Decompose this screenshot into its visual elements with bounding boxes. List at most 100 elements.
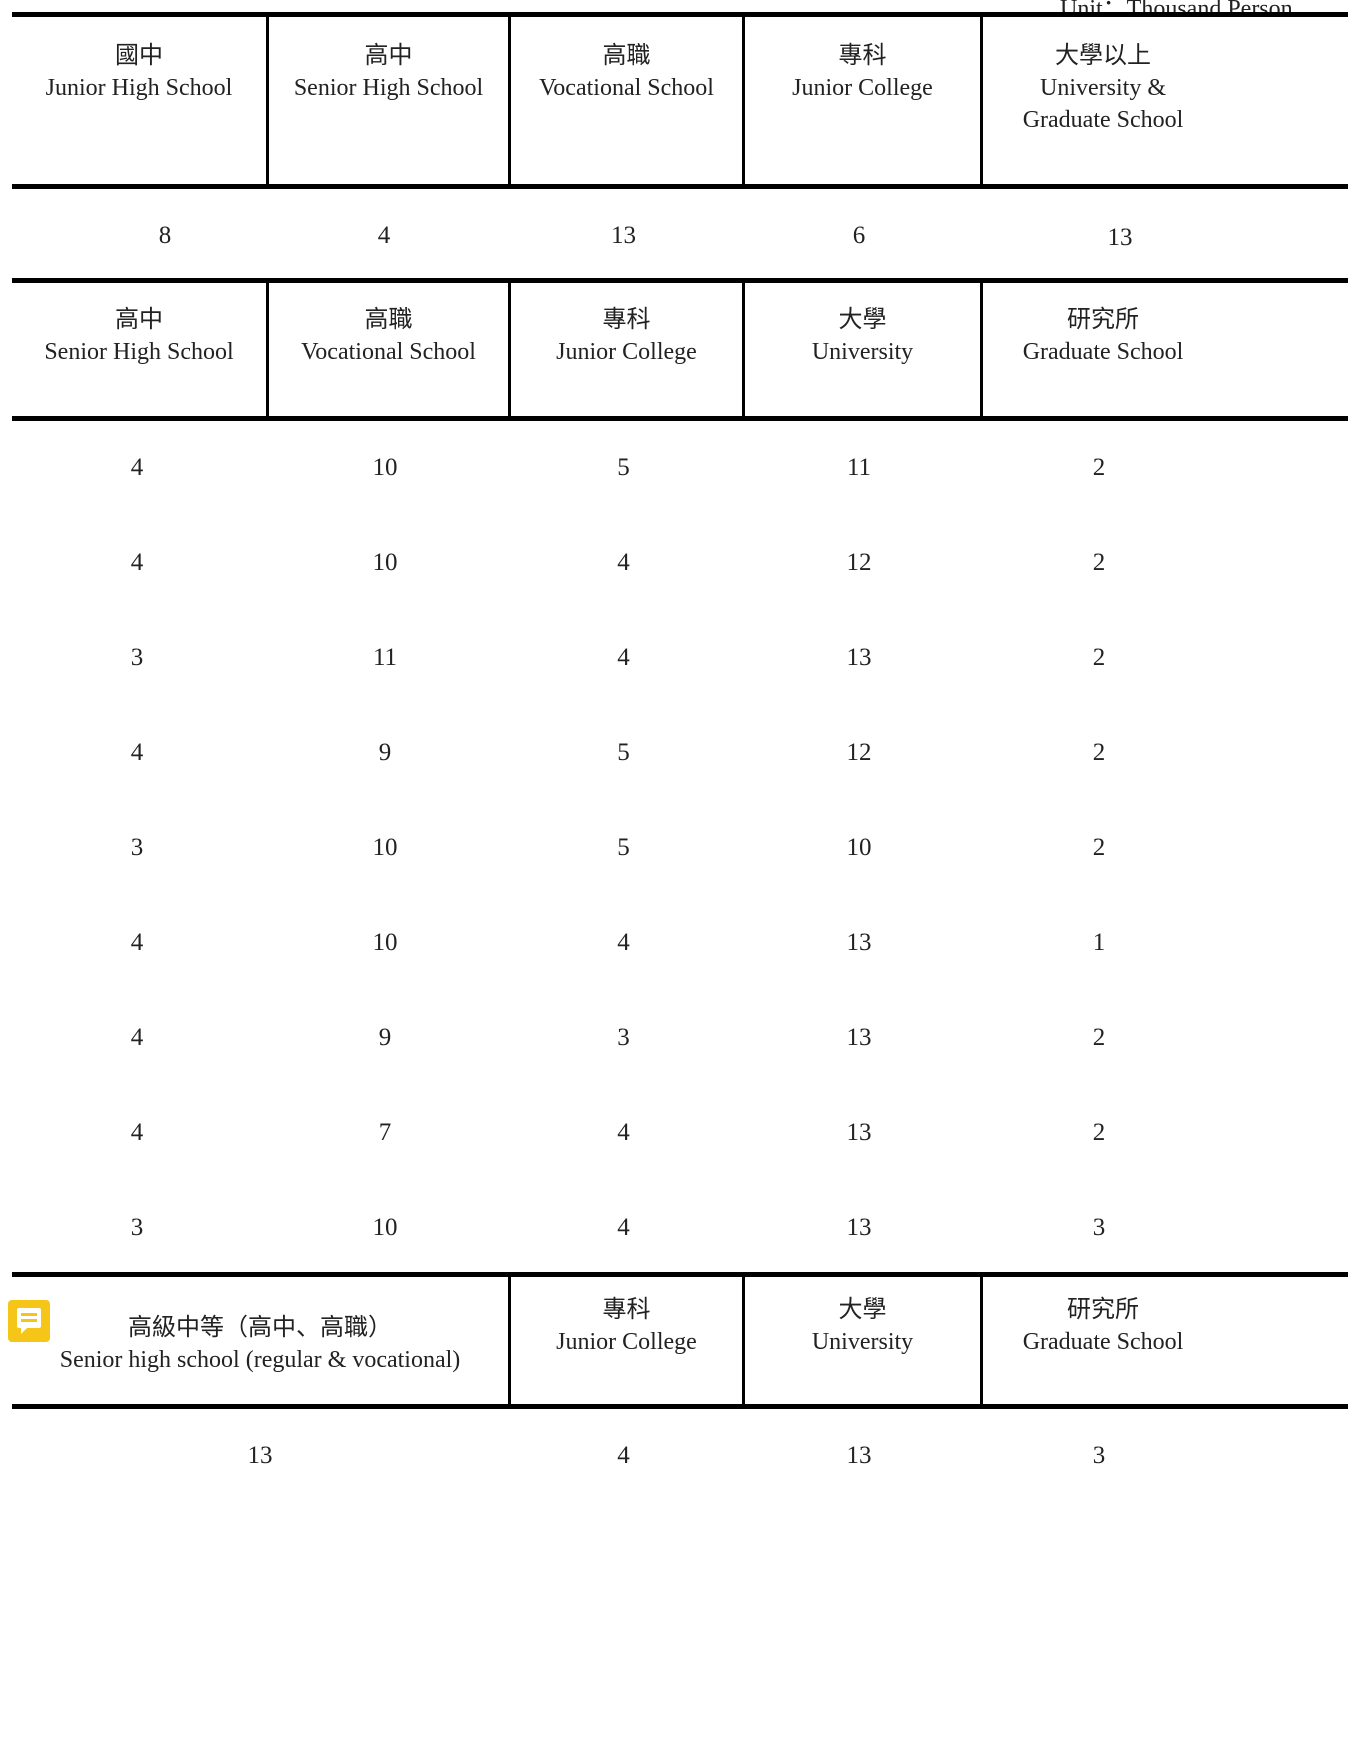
header-zh: 研究所 <box>1067 307 1139 333</box>
comment-note-icon[interactable] <box>8 1300 50 1342</box>
table3-top-rule <box>12 1272 1348 1277</box>
table2-cell: 9 <box>378 1024 392 1051</box>
header-en: Graduate School <box>1022 1329 1184 1355</box>
table1-divider <box>266 17 269 186</box>
table2-divider <box>508 283 511 418</box>
table2-divider <box>742 283 745 418</box>
table3-header-senior-high-combined: 高級中等（高中、高職） Senior high school (regular … <box>40 1312 480 1376</box>
header-zh: 大學 <box>838 1297 887 1323</box>
table2-cell: 10 <box>846 834 872 861</box>
table3-divider <box>742 1277 745 1405</box>
table1-value: 4 <box>377 222 391 249</box>
table1-value: 6 <box>852 222 866 249</box>
table2-cell: 10 <box>372 929 398 956</box>
table2-cell: 4 <box>130 454 144 481</box>
table1-divider <box>508 17 511 186</box>
header-zh: 專科 <box>602 1297 651 1323</box>
table2-cell: 3 <box>130 1214 144 1241</box>
table2-cell: 9 <box>378 739 392 766</box>
header-zh: 專科 <box>602 307 651 333</box>
header-zh: 高級中等（高中、高職） <box>128 1315 392 1341</box>
table2-cell: 5 <box>617 834 630 861</box>
table3-header-graduate: 研究所 Graduate School <box>983 1294 1223 1358</box>
table3-value: 13 <box>247 1442 273 1469</box>
header-zh: 大學 <box>838 307 887 333</box>
table1-top-rule <box>12 12 1348 17</box>
table1-value: 13 <box>611 222 636 249</box>
table1-divider <box>980 17 983 186</box>
table2-cell: 4 <box>617 644 630 671</box>
header-en: University <box>811 339 914 365</box>
table2-header-vocational: 高職 Vocational School <box>269 304 508 368</box>
header-en: Senior high school (regular & vocational… <box>59 1347 461 1373</box>
table2-cell: 4 <box>130 1024 144 1051</box>
table1-divider <box>742 17 745 186</box>
table3-header-university: 大學 University <box>745 1294 980 1358</box>
table1-header-university-graduate: 大學以上 University & Graduate School <box>983 40 1223 136</box>
table2-header-graduate: 研究所 Graduate School <box>983 304 1223 368</box>
table2-cell: 2 <box>1092 1024 1106 1051</box>
table2-cell: 4 <box>617 1119 630 1146</box>
table2-cell: 2 <box>1092 834 1106 861</box>
header-zh: 專科 <box>838 43 887 69</box>
table2-cell: 7 <box>378 1119 392 1146</box>
table2-header-university: 大學 University <box>745 304 980 368</box>
table2-cell: 13 <box>846 1119 872 1146</box>
table2-cell: 3 <box>617 1024 630 1051</box>
table3-divider <box>508 1277 511 1405</box>
table2-cell: 12 <box>846 739 872 766</box>
header-zh: 研究所 <box>1067 1297 1139 1323</box>
table2-cell: 13 <box>846 929 872 956</box>
table2-cell: 2 <box>1092 454 1106 481</box>
table2-divider <box>980 283 983 418</box>
table2-cell: 12 <box>846 549 872 576</box>
header-en: Junior High School <box>45 75 233 101</box>
table2-cell: 13 <box>846 1024 872 1051</box>
table2-cell: 4 <box>130 549 144 576</box>
table2-cell: 1 <box>1092 929 1106 956</box>
header-zh: 高職 <box>364 307 413 333</box>
table1-header-rule <box>12 184 1348 189</box>
table2-header-junior-college: 專科 Junior College <box>511 304 742 368</box>
table1-value: 13 <box>1107 224 1133 251</box>
header-en: Vocational School <box>539 75 714 101</box>
header-zh: 高中 <box>115 307 163 333</box>
table2-cell: 4 <box>130 929 144 956</box>
table2-cell: 13 <box>846 1214 872 1241</box>
header-en: University <box>811 1329 914 1355</box>
table3-divider <box>980 1277 983 1405</box>
header-en: University & <box>1040 75 1166 101</box>
table2-top-rule <box>12 278 1348 283</box>
table2-cell: 4 <box>130 1119 144 1146</box>
table2-cell: 10 <box>372 549 398 576</box>
header-en: Vocational School <box>301 339 476 365</box>
table3-header-junior-college: 專科 Junior College <box>511 1294 742 1358</box>
header-en: Junior College <box>556 339 697 365</box>
header-en: Senior High School <box>44 339 234 365</box>
table2-cell: 5 <box>617 454 630 481</box>
table1-header-junior-college: 專科 Junior College <box>745 40 980 104</box>
table2-divider <box>266 283 269 418</box>
table2-cell: 3 <box>130 834 144 861</box>
table3-value: 13 <box>846 1442 872 1469</box>
header-zh: 高中 <box>364 43 413 69</box>
table1-header-senior-high: 高中 Senior High School <box>269 40 508 104</box>
table1-header-junior-high: 國中 Junior High School <box>12 40 266 104</box>
table2-cell: 13 <box>846 644 872 671</box>
table2-header-senior-high: 高中 Senior High School <box>12 304 266 368</box>
table2-cell: 4 <box>617 549 630 576</box>
table1-header-vocational: 高職 Vocational School <box>511 40 742 104</box>
table2-cell: 11 <box>372 644 398 671</box>
header-en: Junior College <box>556 1329 697 1355</box>
table3-value: 3 <box>1092 1442 1106 1469</box>
table1-value: 8 <box>158 222 172 249</box>
header-zh: 國中 <box>115 43 163 69</box>
table2-cell: 2 <box>1092 549 1106 576</box>
header-zh: 高職 <box>602 43 651 69</box>
header-en: Graduate School <box>1022 107 1184 133</box>
table2-cell: 2 <box>1092 644 1106 671</box>
table2-cell: 4 <box>617 1214 630 1241</box>
header-en: Junior College <box>792 75 933 101</box>
table2-cell: 3 <box>1092 1214 1106 1241</box>
table3-header-rule <box>12 1404 1348 1409</box>
